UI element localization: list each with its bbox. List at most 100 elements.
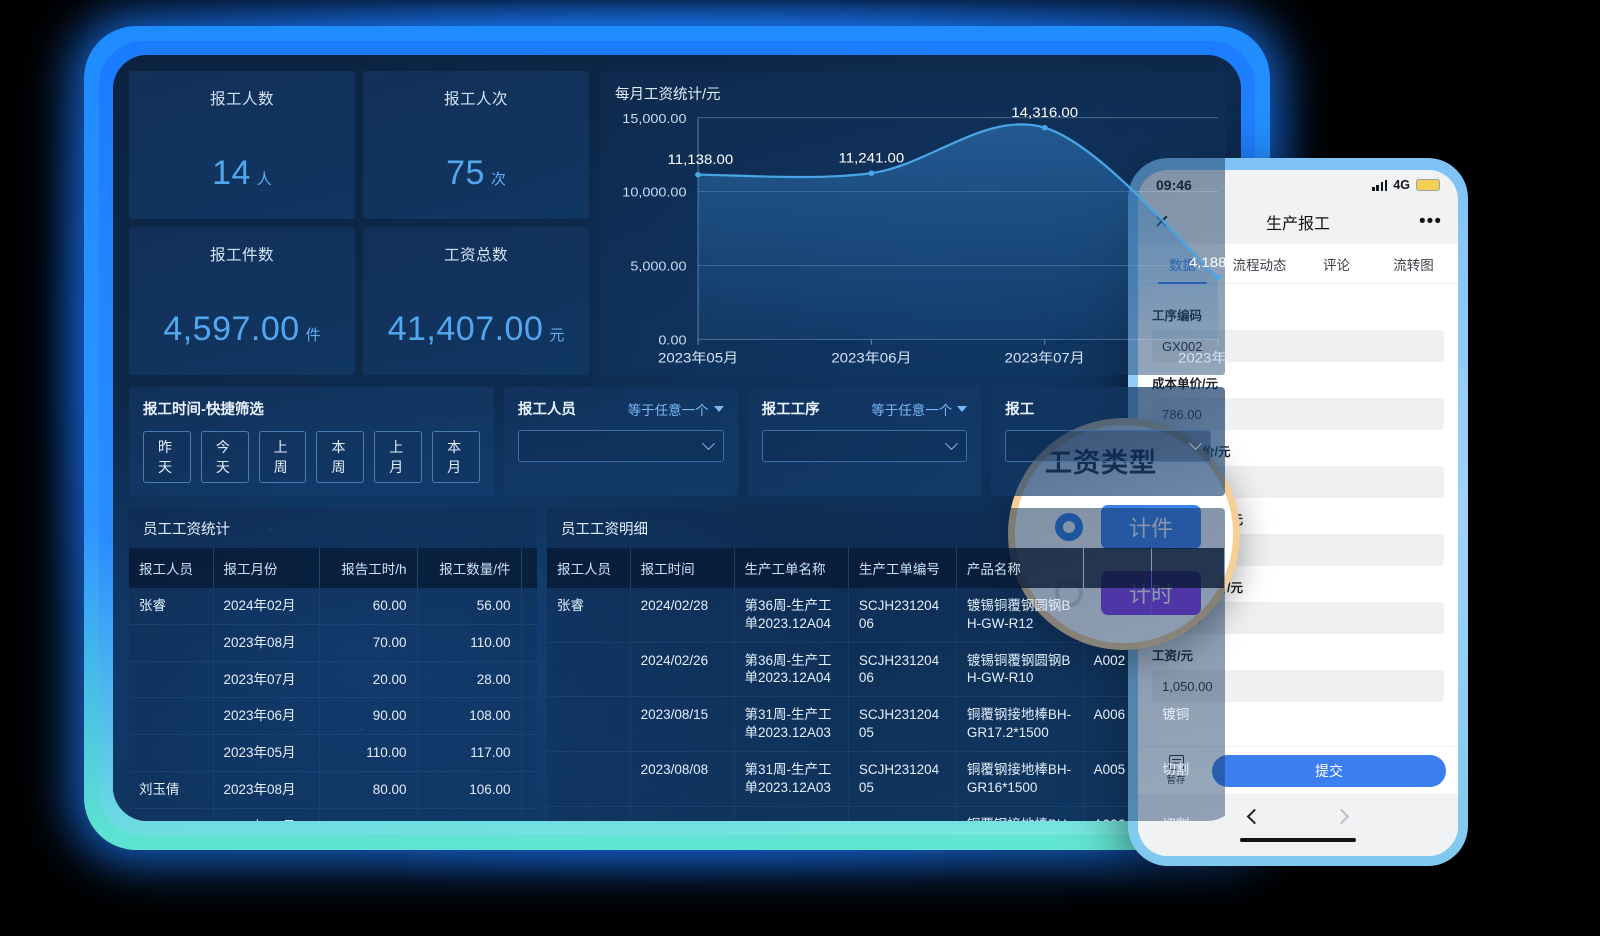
- worker-select-input[interactable]: [517, 430, 724, 462]
- kpi-unit: 人: [256, 171, 272, 188]
- table-row[interactable]: 2023年07月 20.00 28.00: [129, 661, 537, 699]
- chevron-down-icon: [713, 405, 724, 412]
- column-header: 报工人员: [129, 548, 214, 588]
- phone-page-title: 生产报工: [1265, 216, 1330, 233]
- filter-card-process: 报工工序 等于任意一个: [747, 387, 982, 496]
- tab-comments[interactable]: 评论: [1323, 258, 1350, 273]
- table-cell: 106.00: [417, 771, 522, 809]
- dashboard-screen: 报工人数 14 人 报工人次 75 次 报工件数: [113, 55, 1241, 821]
- signal-icon: [1372, 179, 1388, 191]
- table-cell: 第36周-生产工单2023.12A04: [734, 642, 849, 698]
- detail-table-header-row: 报工人员 报工时间 生产工单名称 生产工单编号 产品名称: [547, 548, 1225, 588]
- table-cell: A006: [1083, 696, 1153, 752]
- table-cell: SCJH23120405: [848, 696, 957, 752]
- table-cell: 330.00: [417, 808, 522, 821]
- x-axis-tick: 2023年05月: [658, 350, 738, 366]
- table-cell: SCJH23120405: [848, 751, 957, 807]
- kpi-number: 75: [446, 154, 485, 192]
- chip-this-month[interactable]: 本月: [432, 431, 480, 483]
- table-cell: 230.00: [319, 808, 418, 821]
- kpi-card-pieces: 报工件数 4,597.00 件: [129, 227, 355, 375]
- table-cell: [521, 734, 537, 773]
- table-cell: A006: [1083, 806, 1153, 821]
- battery-icon: [1416, 179, 1440, 191]
- home-indicator: [1138, 838, 1458, 856]
- process-select-input[interactable]: [761, 430, 968, 462]
- kpi-value-group: 75 次: [446, 154, 506, 193]
- table-cell: 第36周-生产工单2023.12A04: [734, 588, 849, 643]
- kpi-value-group: 14 人: [212, 154, 272, 193]
- table-cell: 2024年02月: [213, 588, 320, 625]
- column-header: 生产工单编号: [848, 548, 957, 588]
- table-cell: 2023年07月: [213, 661, 320, 699]
- table-row[interactable]: 2024/02/26 第36周-生产工单2023.12A04 SCJH2312040…: [547, 642, 1225, 698]
- column-header: 生产工单名称: [734, 548, 849, 588]
- forward-chevron-icon[interactable]: [1333, 808, 1350, 824]
- table-row[interactable]: 2023年06月 90.00 108.00: [129, 697, 537, 736]
- monthly-wage-area-chart: 0.00 5,000.00 10,000.00 15,000.00 11,138.00 1…: [622, 106, 1225, 366]
- detail-table-title: 员工工资明细: [561, 522, 648, 538]
- chevron-down-icon: [701, 436, 715, 450]
- filter-operator-worker[interactable]: 等于任意一个: [628, 399, 724, 419]
- back-chevron-icon[interactable]: [1246, 808, 1263, 824]
- chip-last-week[interactable]: 上周: [258, 431, 307, 483]
- table-cell: 铜覆钢接地棒BH-GR17.2*1500: [956, 696, 1084, 752]
- y-axis-tick: 15,000.00: [622, 111, 687, 125]
- table-cell: 117.00: [417, 734, 522, 773]
- submit-button[interactable]: 提交: [1212, 754, 1446, 787]
- chip-yesterday[interactable]: 昨天: [143, 431, 191, 483]
- third-select-input[interactable]: [1005, 430, 1211, 462]
- table-cell: 2023年07月: [213, 808, 320, 821]
- data-point-label: 4,188.00: [1189, 256, 1225, 271]
- table-row[interactable]: 2023年05月 110.00 117.00: [129, 734, 537, 773]
- more-options-icon[interactable]: •••: [1419, 211, 1442, 233]
- tab-flow-chart[interactable]: 流转图: [1393, 258, 1434, 273]
- column-header: 报工: [521, 548, 537, 588]
- table-cell: 铜覆钢接地棒BH-GR17.2*1500: [956, 806, 1084, 821]
- quick-filter-chip-row: 昨天 今天 上周 本周 上月 本月: [143, 431, 480, 483]
- quick-date-filter-card: 报工时间-快捷筛选 昨天 今天 上周 本周 上月 本月: [129, 387, 494, 496]
- employee-wage-detail-panel: 员工工资明细 报工人员 报工时间 生产工单名称 生产工单编号 产品名称 张睿 2024/0…: [547, 508, 1225, 821]
- kpi-value-group: 4,597.00 件: [163, 310, 320, 349]
- y-axis-tick: 5,000.00: [630, 259, 687, 273]
- table-cell: 第31周-生产工单2023.12A03: [734, 696, 849, 752]
- filter-label-worker: 报工人员: [517, 402, 576, 418]
- table-cell: [1083, 588, 1153, 643]
- tab-process-activity[interactable]: 流程动态: [1232, 258, 1287, 273]
- filter-operator-process[interactable]: 等于任意一个: [871, 399, 968, 419]
- table-row[interactable]: 2023年08月 70.00 110.00: [129, 624, 537, 662]
- dashboard-top-row: 报工人数 14 人 报工人次 75 次 报工件数: [129, 71, 1225, 375]
- chip-today[interactable]: 今天: [200, 431, 249, 483]
- chip-this-week[interactable]: 本周: [316, 431, 365, 483]
- detail-table-scroll[interactable]: 报工人员 报工时间 生产工单名称 生产工单编号 产品名称 张睿 2024/02/28 第36…: [547, 548, 1225, 821]
- table-row[interactable]: 张睿 2024年02月 60.00 56.00: [129, 588, 537, 625]
- y-axis-tick: 0.00: [658, 333, 686, 347]
- table-cell: [1151, 588, 1225, 643]
- table-cell: 2024/02/28: [630, 588, 735, 643]
- chevron-down-icon: [1189, 436, 1202, 450]
- column-header: [1151, 548, 1225, 588]
- status-right-group: 4G: [1372, 178, 1440, 192]
- table-cell: [848, 806, 957, 821]
- detail-table-body: 张睿 2024/02/28 第36周-生产工单2023.12A04 SCJH23120…: [547, 588, 1225, 821]
- chevron-down-icon: [957, 405, 968, 412]
- chart-plot-area: 0.00 5,000.00 10,000.00 15,000.00 11,138.00 1…: [601, 105, 1225, 375]
- table-row[interactable]: 2023/08/15 第31周-生产工单2023.12A03 SCJH2312040…: [547, 696, 1225, 752]
- table-row[interactable]: 2023/08/08 第31周-生产工单2023.12A03 SCJH2312040…: [547, 751, 1225, 807]
- kpi-title: 报工件数: [209, 247, 274, 264]
- table-cell: 铜覆钢接地棒BH-GR16*1500: [956, 751, 1084, 807]
- table-row[interactable]: 张睿 2024/02/28 第36周-生产工单2023.12A04 SCJH23120…: [547, 588, 1225, 643]
- table-cell: [547, 696, 631, 752]
- table-cell: 110.00: [417, 624, 522, 662]
- table-cell: [547, 806, 631, 821]
- table-row[interactable]: 2023年07月230.00330.00: [129, 808, 537, 821]
- table-row[interactable]: 刘玉倩 2023年08月 80.00 106.00: [129, 771, 537, 809]
- chip-last-month[interactable]: 上月: [374, 431, 423, 483]
- table-cell: A005: [1083, 751, 1153, 807]
- detail-table: 报工人员 报工时间 生产工单名称 生产工单编号 产品名称 张睿 2024/02/28 第36…: [547, 548, 1225, 821]
- table-cell: 2023年08月: [213, 624, 320, 662]
- table-row[interactable]: 铜覆钢接地棒BH-GR17.2*1500A006切割: [547, 806, 1225, 821]
